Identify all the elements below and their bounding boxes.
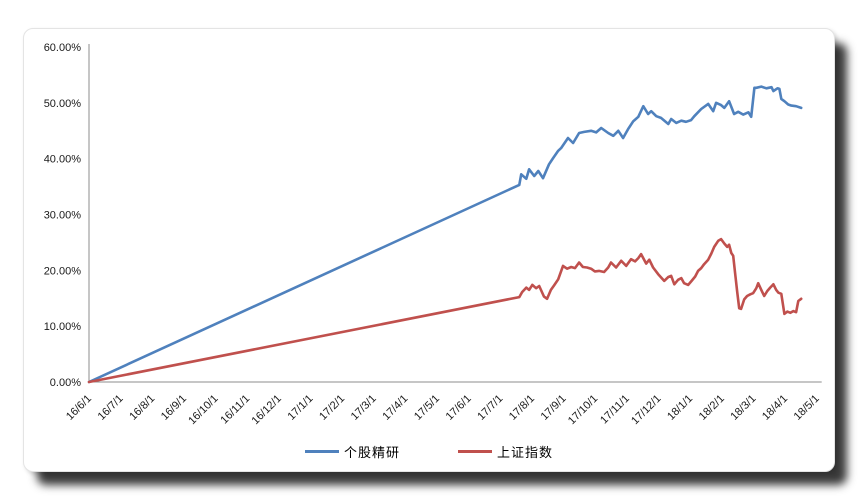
chart-card: 0.00% 10.00% 20.00% 30.00% 40.00% 50.00% 60.00… <box>23 28 835 472</box>
y-axis-tick-label: 10.00% <box>44 321 82 333</box>
x-axis-tick-label: 17/12/1 <box>629 393 663 427</box>
x-axis-tick-label: 16/9/1 <box>159 393 189 423</box>
x-axis-tick-label: 17/7/1 <box>475 393 505 423</box>
x-axis-tick-label: 16/7/1 <box>96 393 126 423</box>
legend-line-sample-red <box>458 450 492 453</box>
x-axis-tick-label: 16/11/1 <box>218 393 252 427</box>
legend-line-sample-blue <box>304 450 339 453</box>
x-axis-tick-label: 17/3/1 <box>349 393 379 423</box>
x-axis-tick-label: 17/10/1 <box>566 393 600 427</box>
x-axis-tick-label: 16/8/1 <box>127 393 157 423</box>
x-axis-tick-label: 17/8/1 <box>507 393 537 423</box>
x-axis-tick-label: 17/4/1 <box>380 393 410 423</box>
x-axis-tick-label: 16/12/1 <box>250 393 284 427</box>
x-axis-tick-label: 17/5/1 <box>412 393 442 423</box>
x-axis-tick-label: 18/4/1 <box>760 393 790 423</box>
legend-label: 上证指数 <box>497 445 554 460</box>
x-axis-tick-label: 16/10/1 <box>186 393 220 427</box>
x-axis-tick-label: 17/6/1 <box>444 393 474 423</box>
series-line-0 <box>87 85 803 384</box>
legend-item-gegujingyan: 个股精研 <box>304 442 400 461</box>
x-axis-tick-label: 17/1/1 <box>285 393 315 423</box>
legend-label: 个股精研 <box>343 445 400 460</box>
chart-legend: 个股精研 上证指数 <box>24 442 834 461</box>
x-axis-tick-label: 17/9/1 <box>539 393 569 423</box>
x-axis-tick-label: 18/2/1 <box>697 393 727 423</box>
y-axis-tick-label: 20.00% <box>44 265 82 277</box>
legend-item-shangzhengzhishu: 上证指数 <box>458 442 553 461</box>
y-axis-tick-label: 0.00% <box>50 377 81 389</box>
x-axis-tick-label: 17/11/1 <box>598 393 632 427</box>
series-line-1 <box>87 237 803 384</box>
y-axis-tick-label: 30.00% <box>44 210 82 222</box>
y-axis-tick-label: 40.00% <box>44 154 82 166</box>
x-axis-tick-label: 17/2/1 <box>317 393 347 423</box>
y-axis-tick-label: 50.00% <box>44 98 82 110</box>
y-axis-tick-label: 60.00% <box>44 42 82 54</box>
x-axis-tick-label: 18/3/1 <box>728 393 758 423</box>
x-axis-tick-label: 18/5/1 <box>792 393 822 423</box>
x-axis-tick-label: 16/6/1 <box>64 393 94 423</box>
x-axis-tick-label: 18/1/1 <box>665 393 695 423</box>
performance-line-chart: 0.00% 10.00% 20.00% 30.00% 40.00% 50.00% 60.00… <box>44 42 822 427</box>
